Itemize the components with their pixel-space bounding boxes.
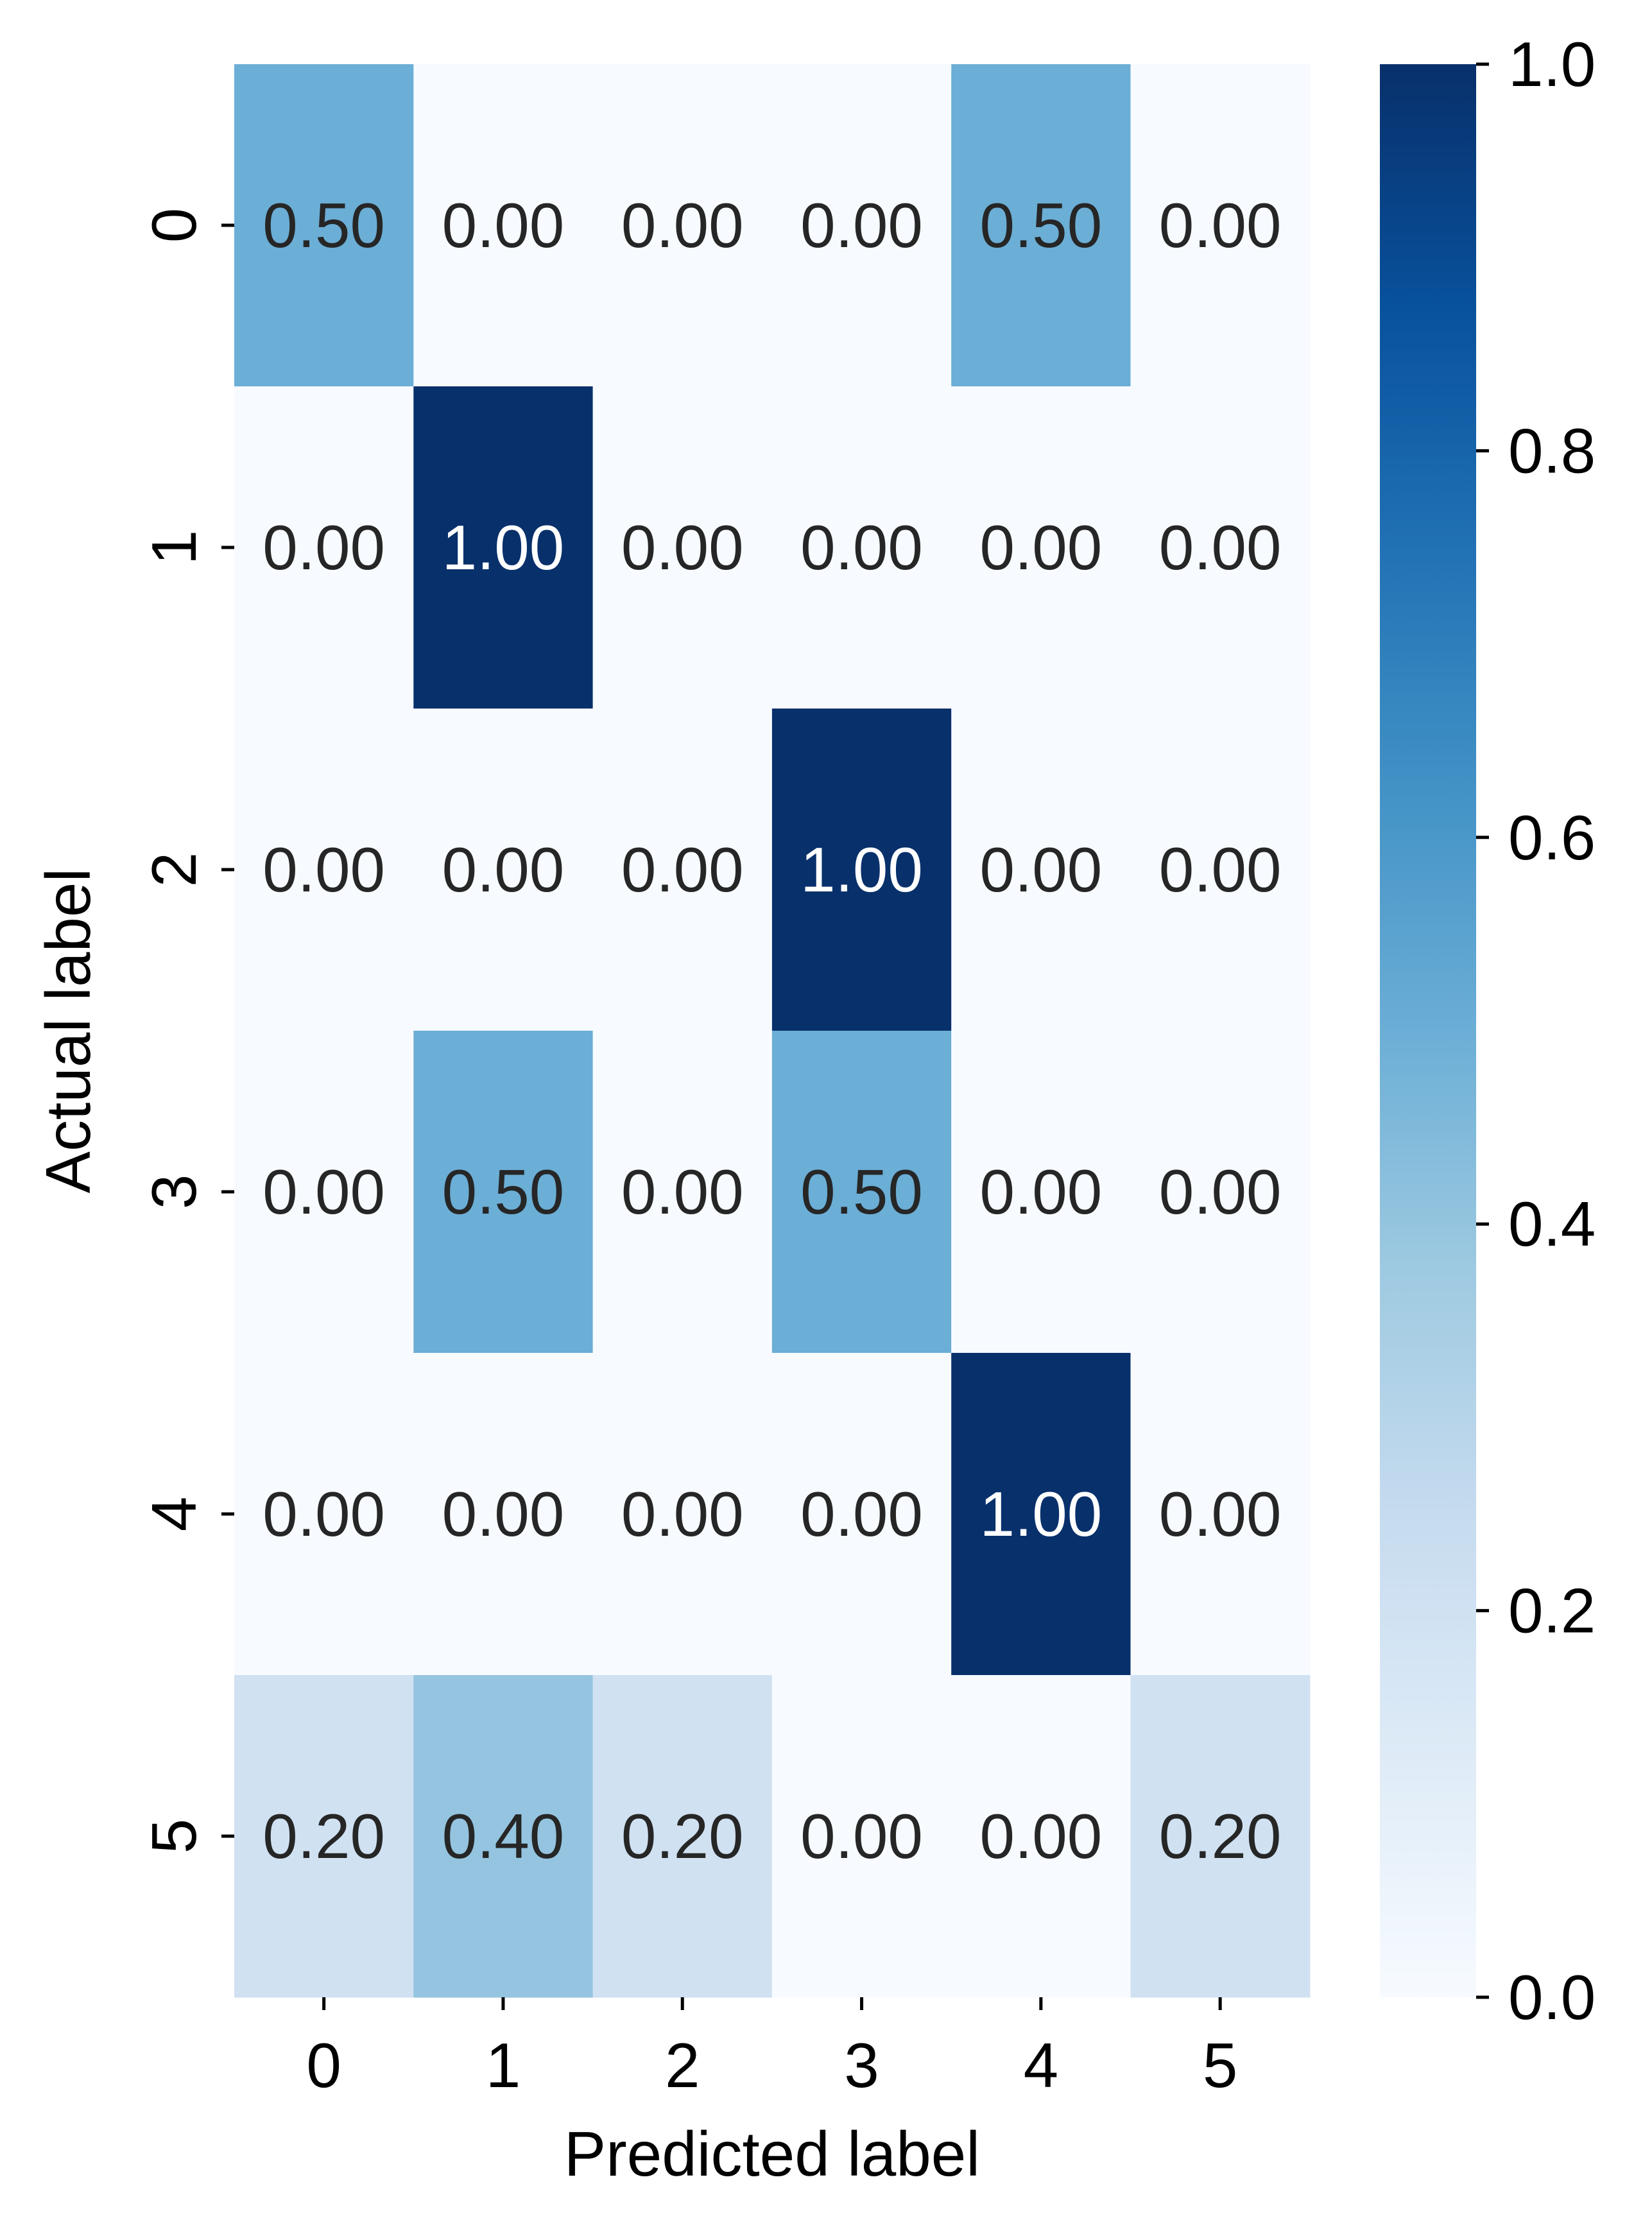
heatmap-cell	[1130, 1353, 1311, 1676]
heatmap-cell	[771, 386, 952, 709]
cell-value-label: 0.50	[979, 190, 1102, 261]
cell-value-label: 0.00	[262, 512, 385, 583]
cell-value-label: 0.00	[800, 190, 923, 261]
heatmap-cells	[234, 64, 1311, 1998]
cell-value-label: 0.00	[979, 512, 1102, 583]
cell-value-label: 0.00	[1159, 512, 1282, 583]
heatmap-cell	[1130, 1031, 1311, 1354]
cell-value-label: 0.50	[442, 1156, 565, 1227]
heatmap-cell	[592, 1353, 773, 1676]
y-tick-label: 3	[139, 1174, 209, 1210]
x-tick-label: 5	[1203, 2030, 1238, 2101]
cell-value-label: 0.20	[621, 1801, 744, 1871]
colorbar-tick-label: 1.0	[1508, 29, 1596, 99]
cell-value-label: 1.00	[800, 834, 923, 905]
heatmap-cell	[234, 1031, 414, 1354]
cell-value-label: 0.00	[1159, 1479, 1282, 1549]
heatmap-cell	[771, 1031, 952, 1354]
colorbar-tick-label: 0.4	[1508, 1189, 1596, 1259]
colorbar: 0.0 0.2 0.4 0.6 0.8 1.0	[1380, 29, 1596, 2033]
y-tick-label: 5	[139, 1819, 209, 1854]
cell-value-label: 0.00	[800, 512, 923, 583]
heatmap-cell	[413, 1031, 594, 1354]
heatmap-cell-labels: 0.50 0.00 0.00 0.00 0.50 0.00 0.00 1.00 0.00 0.00…	[262, 190, 1281, 1871]
x-tick-label: 2	[665, 2030, 700, 2101]
heatmap-cell	[413, 64, 594, 387]
colorbar-tick-label: 0.2	[1508, 1576, 1596, 1646]
cell-value-label: 0.00	[1159, 834, 1282, 905]
heatmap-cell	[234, 1675, 414, 1998]
x-tick-label: 0	[306, 2030, 341, 2101]
x-tick-label: 3	[844, 2030, 879, 2101]
heatmap-cell	[951, 64, 1131, 387]
heatmap-cell	[413, 1675, 594, 1998]
cell-value-label: 0.00	[621, 1479, 744, 1549]
heatmap-cell	[951, 1353, 1131, 1676]
colorbar-tick-label: 0.8	[1508, 415, 1596, 486]
x-axis-label: Predicted label	[564, 2119, 980, 2189]
heatmap-cell	[1130, 64, 1311, 387]
y-tick-label: 2	[139, 852, 209, 888]
heatmap-cell	[771, 1353, 952, 1676]
heatmap-cell	[951, 1675, 1131, 1998]
heatmap-cell	[234, 1353, 414, 1676]
heatmap-cell	[1130, 386, 1311, 709]
cell-value-label: 0.20	[1159, 1801, 1282, 1871]
heatmap-cell	[234, 64, 414, 387]
y-axis-label: Actual label	[33, 868, 103, 1194]
cell-value-label: 0.00	[621, 834, 744, 905]
heatmap-cell	[951, 386, 1131, 709]
cell-value-label: 0.00	[979, 1156, 1102, 1227]
cell-value-label: 0.00	[442, 834, 565, 905]
y-tick-label: 0	[139, 208, 209, 243]
y-tick-label: 4	[139, 1497, 209, 1532]
cell-value-label: 0.00	[442, 190, 565, 261]
cell-value-label: 1.00	[979, 1479, 1102, 1549]
heatmap-cell	[771, 709, 952, 1031]
x-tick-label: 1	[486, 2030, 521, 2101]
cell-value-label: 0.40	[442, 1801, 565, 1871]
heatmap-cell	[1130, 709, 1311, 1031]
cell-value-label: 0.00	[621, 512, 744, 583]
cell-value-label: 0.00	[262, 834, 385, 905]
heatmap-cell	[592, 386, 773, 709]
colorbar-gradient	[1380, 64, 1476, 1997]
cell-value-label: 0.00	[442, 1479, 565, 1549]
heatmap-cell	[592, 709, 773, 1031]
y-tick-label: 1	[139, 530, 209, 565]
cell-value-label: 0.00	[1159, 1156, 1282, 1227]
cell-value-label: 0.00	[979, 1801, 1102, 1871]
cell-value-label: 1.00	[442, 512, 565, 583]
heatmap-cell	[771, 1675, 952, 1998]
cell-value-label: 0.00	[800, 1479, 923, 1549]
colorbar-tick-label: 0.0	[1508, 1962, 1596, 2033]
cell-value-label: 0.00	[800, 1801, 923, 1871]
cell-value-label: 0.20	[262, 1801, 385, 1871]
heatmap-cell	[413, 709, 594, 1031]
heatmap-cell	[592, 64, 773, 387]
x-axis: 0 1 2 3 4 5	[306, 1997, 1237, 2101]
colorbar-tick-label: 0.6	[1508, 802, 1596, 873]
heatmap-cell	[1130, 1675, 1311, 1998]
heatmap-cell	[771, 64, 952, 387]
heatmap-cell	[234, 386, 414, 709]
heatmap-cell	[592, 1675, 773, 1998]
heatmap-cell	[234, 709, 414, 1031]
cell-value-label: 0.00	[1159, 190, 1282, 261]
heatmap-cell	[951, 709, 1131, 1031]
y-axis: 0 1 2 3 4 5	[139, 208, 234, 1854]
heatmap-cell	[951, 1031, 1131, 1354]
cell-value-label: 0.00	[621, 1156, 744, 1227]
cell-value-label: 0.00	[262, 1156, 385, 1227]
cell-value-label: 0.00	[621, 190, 744, 261]
heatmap-cell	[413, 1353, 594, 1676]
cell-value-label: 0.50	[262, 190, 385, 261]
cell-value-label: 0.00	[262, 1479, 385, 1549]
heatmap-cell	[592, 1031, 773, 1354]
heatmap-cell	[413, 386, 594, 709]
x-tick-label: 4	[1024, 2030, 1059, 2101]
cell-value-label: 0.50	[800, 1156, 923, 1227]
cell-value-label: 0.00	[979, 834, 1102, 905]
